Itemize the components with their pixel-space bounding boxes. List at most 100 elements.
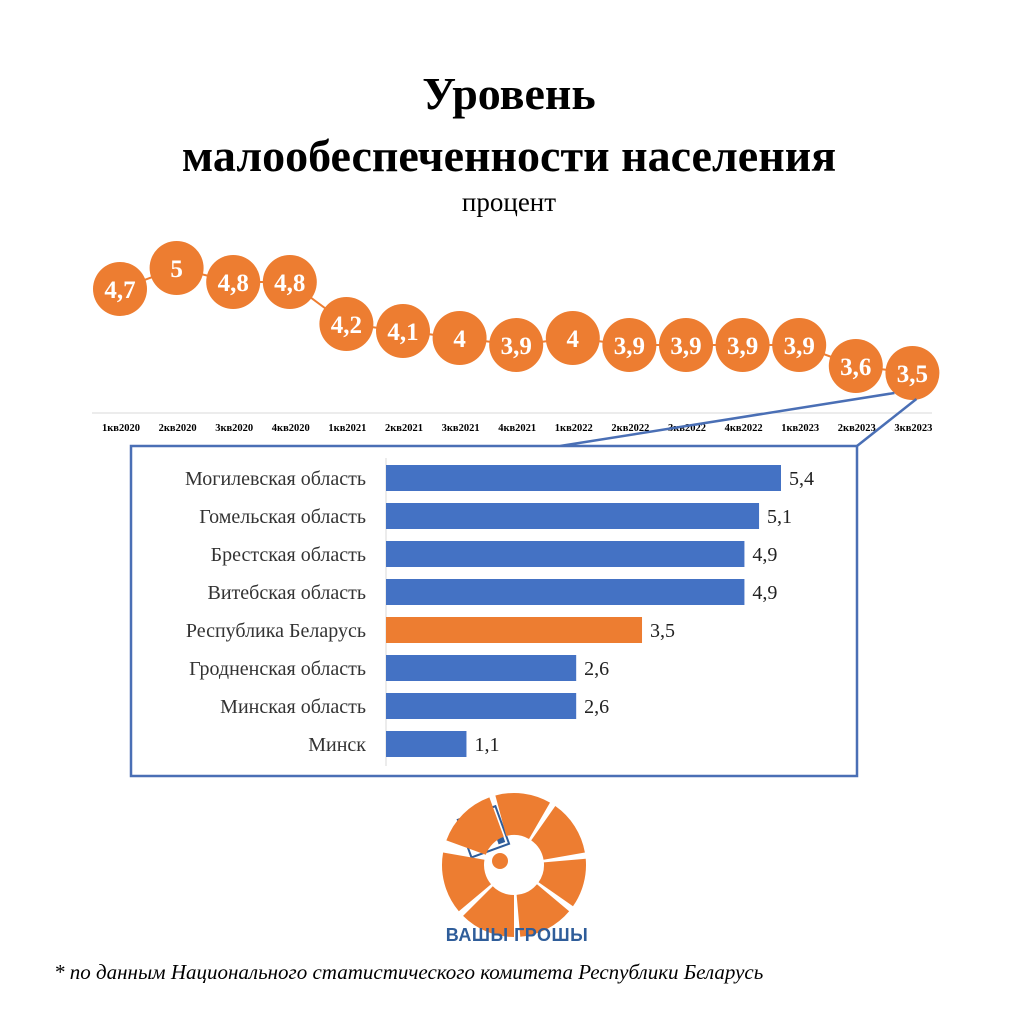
data-label: 4	[453, 326, 466, 353]
title-line-1: Уровень	[422, 68, 596, 119]
x-tick-label: 4кв2021	[498, 423, 536, 434]
data-point: 5	[149, 241, 204, 295]
logo-segment	[531, 806, 585, 860]
data-point-marker	[885, 346, 940, 400]
data-point: 3,9	[659, 318, 713, 372]
data-label: 4,8	[218, 270, 249, 297]
x-tick-label: 2кв2023	[838, 423, 876, 434]
data-point-marker	[602, 318, 657, 372]
data-label: 3,9	[784, 333, 815, 360]
data-point: 3,9	[602, 318, 657, 372]
bar-value-label: 1,1	[474, 734, 499, 756]
category-label: Могилевская область	[185, 468, 366, 490]
x-tick-label: 4кв2020	[272, 423, 310, 434]
bar	[386, 731, 467, 757]
data-point-marker	[432, 311, 487, 365]
source-footnote: * по данным Национального статистическог…	[54, 960, 764, 984]
data-point-marker	[545, 311, 600, 365]
logo-segment	[446, 797, 504, 855]
bar-value-label: 2,6	[584, 696, 609, 718]
data-label: 4,2	[331, 312, 362, 339]
data-point-marker	[772, 318, 827, 372]
logo-segment	[442, 852, 492, 912]
data-point-marker	[206, 255, 261, 309]
data-label: 3,6	[840, 354, 871, 381]
data-point: 4,2	[319, 297, 374, 351]
callout	[129, 391, 918, 778]
data-label: 3,5	[897, 361, 928, 388]
line-chart: 4,7 5 4,8 4,8 4,2 4,1 4 3,9 4 3,9 3,9 3,9 3,9 3,6 3,5 1…	[92, 241, 940, 434]
category-label: Брестская область	[211, 544, 366, 566]
data-point-marker	[489, 318, 544, 372]
bar	[386, 541, 745, 567]
bar	[386, 503, 760, 529]
x-tick-label: 3кв2023	[894, 423, 932, 434]
data-point: 4	[545, 311, 600, 365]
data-label: 3,9	[727, 333, 758, 360]
brand-name: ВАШЫ ГРОШЫ	[445, 925, 589, 945]
x-tick-label: 2кв2020	[159, 423, 197, 434]
bar	[386, 693, 577, 719]
data-point: 3,9	[715, 318, 770, 372]
bar-value-label: 5,1	[767, 506, 792, 528]
data-point: 3,9	[489, 318, 544, 372]
bar-value-label: 2,6	[584, 658, 609, 680]
x-tick-label: 1кв2020	[102, 423, 140, 434]
bar	[386, 465, 781, 491]
bar-chart: Могилевская область 5,4 Гомельская область…	[185, 458, 814, 766]
data-point-marker	[319, 297, 374, 351]
data-point: 3,5	[885, 346, 940, 400]
callout-connector	[856, 398, 918, 447]
category-label: Гомельская область	[199, 506, 366, 528]
x-tick-label: 4кв2022	[725, 423, 763, 434]
category-label: Республика Беларусь	[186, 620, 366, 642]
data-point: 4,1	[376, 304, 430, 358]
data-label: 4,1	[387, 319, 418, 346]
data-label: 4,7	[104, 277, 135, 304]
data-label: 3,9	[501, 333, 532, 360]
unit-label: процент	[461, 187, 557, 217]
x-tick-label: 2кв2021	[385, 423, 423, 434]
title-line-2: малообеспеченности населения	[181, 130, 837, 181]
data-point: 4,8	[262, 255, 317, 309]
data-label: 3,9	[614, 333, 645, 360]
bar-value-label: 5,4	[789, 468, 814, 490]
logo-dot	[492, 853, 508, 869]
data-point-marker	[93, 262, 147, 316]
data-point: 3,6	[828, 339, 883, 393]
data-point-marker	[715, 318, 770, 372]
data-label: 3,9	[670, 333, 701, 360]
x-tick-label: 1кв2021	[328, 423, 366, 434]
data-label: 5	[170, 256, 183, 283]
bar-value-label: 4,9	[752, 544, 777, 566]
data-point: 4,8	[206, 255, 261, 309]
x-tick-label: 3кв2022	[668, 423, 706, 434]
data-point-marker	[828, 339, 883, 393]
data-point-marker	[659, 318, 713, 372]
bar	[386, 655, 577, 681]
data-label: 4	[567, 326, 580, 353]
x-tick-label: 1кв2022	[555, 423, 593, 434]
brand-logo	[442, 793, 586, 937]
category-label: Витебская область	[208, 582, 366, 604]
bar-value-label: 4,9	[752, 582, 777, 604]
data-point-marker	[262, 255, 317, 309]
data-label: 4,8	[274, 270, 305, 297]
x-tick-label: 2кв2022	[611, 423, 649, 434]
data-point-marker	[149, 241, 204, 295]
bar	[386, 579, 745, 605]
category-label: Минская область	[220, 696, 366, 718]
category-label: Минск	[308, 734, 366, 756]
x-tick-label: 3кв2020	[215, 423, 253, 434]
x-tick-label: 1кв2023	[781, 423, 819, 434]
data-point: 4,7	[93, 262, 147, 316]
bar	[386, 617, 643, 643]
data-point: 4	[432, 311, 487, 365]
data-point: 3,9	[772, 318, 827, 372]
x-tick-label: 3кв2021	[442, 423, 480, 434]
logo-segment	[516, 884, 570, 937]
logo-segment	[463, 886, 514, 937]
logo-segment	[538, 858, 586, 907]
bar-value-label: 3,5	[650, 620, 675, 642]
